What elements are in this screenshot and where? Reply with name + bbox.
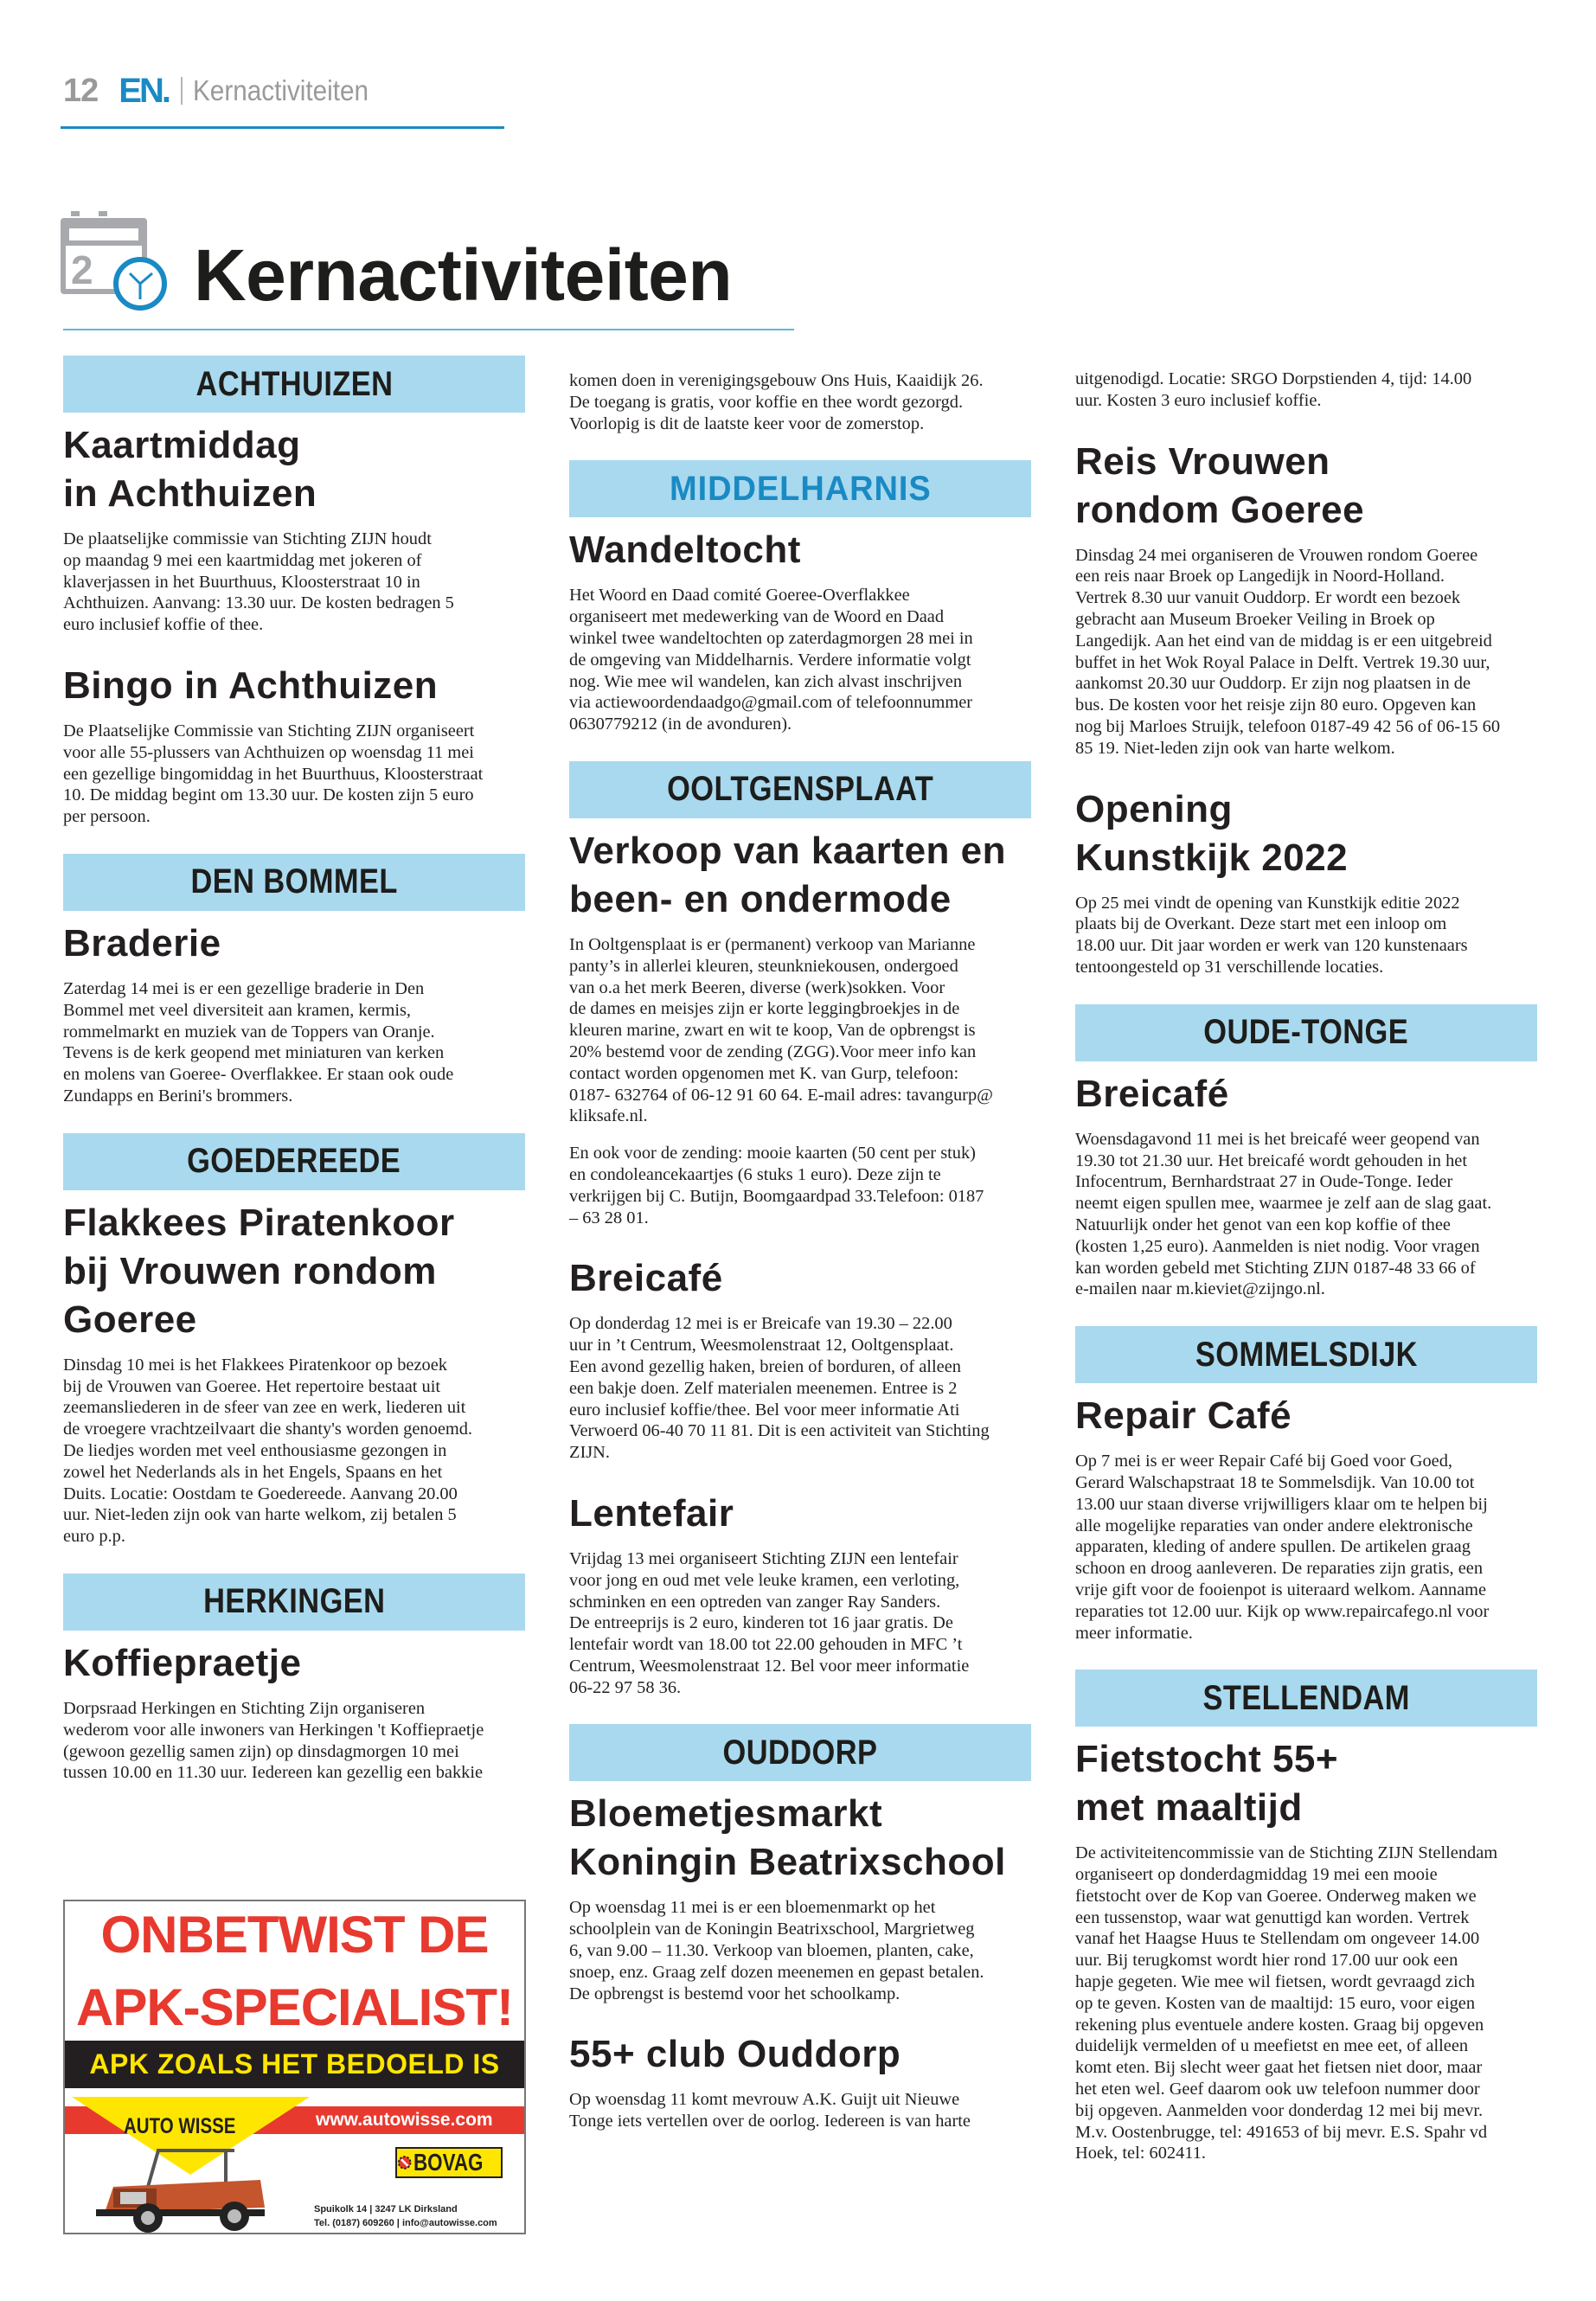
ad-url[interactable]: www.autowisse.com: [316, 2110, 493, 2130]
article-body: Dorpsraad Herkingen en Stichting Zijn or…: [63, 1698, 484, 1783]
article-body: Op woensdag 11 mei is er een bloemenmark…: [569, 1898, 984, 2003]
article-body: De activiteitencommissie van de Stichtin…: [1075, 1843, 1498, 2163]
article-headline: Bingo in Achthuizen: [63, 663, 439, 707]
article-headline: Flakkees Piratenkoor bij Vrouwen rondom …: [63, 1201, 455, 1341]
article-headline: Kaartmiddag in Achthuizen: [63, 424, 317, 515]
ad-tagline: APK ZOALS HET BEDOELD IS: [65, 2041, 524, 2088]
ad-address: Spuikolk 14 | 3247 LK Dirksland: [314, 2204, 458, 2214]
location-banner: SOMMELSDIJK: [1075, 1326, 1537, 1384]
location-banner: ACHTHUIZEN: [63, 356, 525, 413]
page-header: 12 EN. Kernactiviteiten: [63, 71, 388, 111]
location-banner: HERKINGEN: [63, 1573, 525, 1631]
column-1: ACHTHUIZEN Kaartmiddag in Achthuizen De pl…: [63, 356, 525, 1810]
location-banner: DEN BOMMEL: [63, 853, 525, 911]
location-label: MIDDELHARNIS: [669, 469, 932, 508]
bovag-label: BOVAG: [413, 2149, 484, 2176]
header-divider: [180, 77, 183, 105]
article-headline: Opening Kunstkijk 2022: [1075, 787, 1349, 879]
calendar-clock-icon: 2: [61, 211, 167, 311]
bovag-badge: BOVAG: [395, 2147, 503, 2178]
location-label: GOEDEREEDE: [187, 1142, 401, 1181]
svg-text:2: 2: [71, 247, 93, 292]
article-body: Zaterdag 14 mei is er een gezellige brad…: [63, 978, 454, 1106]
column-2: komen doen in verenigingsgebouw Ons Huis…: [569, 370, 1031, 2158]
location-label: SOMMELSDIJK: [1195, 1335, 1418, 1374]
location-label: HERKINGEN: [202, 1582, 386, 1621]
location-label: DEN BOMMEL: [190, 862, 398, 901]
location-banner: MIDDELHARNIS: [569, 460, 1031, 518]
article-body: De Plaatselijke Commissie van Stichting …: [63, 721, 484, 827]
page-number: 12: [63, 72, 99, 109]
article-headline: Breicafé: [1075, 1072, 1229, 1115]
article-body: Vrijdag 13 mei organiseert Stichting ZIJ…: [569, 1548, 970, 1697]
location-label: ACHTHUIZEN: [195, 364, 393, 403]
ad-yellow-triangle: [72, 2097, 310, 2175]
article-body: komen doen in verenigingsgebouw Ons Huis…: [569, 371, 984, 433]
location-banner: GOEDEREEDE: [63, 1132, 525, 1190]
article-headline: Braderie: [63, 921, 221, 965]
article-headline: Repair Café: [1075, 1394, 1292, 1438]
article-body: Het Woord en Daad comité Goeree-Overflak…: [569, 586, 973, 734]
article-headline: Reis Vrouwen rondom Goeree: [1075, 439, 1365, 531]
section-name: Kernactiviteiten: [192, 74, 369, 106]
article-body: In Ooltgensplaat is er (permanent) verko…: [569, 934, 993, 1126]
article-headline: Bloemetjesmarkt Koningin Beatrixschool: [569, 1792, 1006, 1884]
article-headline: Verkoop van kaarten en been- en ondermod…: [569, 829, 1006, 920]
article-body: Op woensdag 11 komt mevrouw A.K. Guijt u…: [569, 2090, 971, 2131]
column-3: uitgenodigd. Locatie: SRGO Dorpstienden …: [1075, 369, 1537, 2190]
advertisement-auto-wisse[interactable]: ONBETWIST DE APK-SPECIALIST! APK ZOALS H…: [63, 1900, 526, 2234]
location-banner: STELLENDAM: [1075, 1670, 1537, 1727]
location-label: OUDE-TONGE: [1203, 1013, 1409, 1052]
location-banner: OUDE-TONGE: [1075, 1003, 1537, 1061]
article-headline: Breicafé: [569, 1257, 723, 1300]
header-rule: [61, 126, 504, 129]
page-title: Kernactiviteiten: [194, 234, 733, 316]
article-headline: Lentefair: [569, 1491, 734, 1535]
location-label: OUDDORP: [722, 1733, 878, 1772]
article-headline: Wandeltocht: [569, 529, 801, 572]
jeep-illustration: [96, 2149, 265, 2233]
location-label: STELLENDAM: [1202, 1678, 1410, 1717]
article-body: Dinsdag 10 mei is het Flakkees Piratenko…: [63, 1355, 473, 1547]
location-label: OOLTGENSPLAAT: [666, 770, 934, 809]
publication-logo: EN.: [119, 71, 171, 110]
article-headline: 55+ club Ouddorp: [569, 2033, 901, 2076]
article-headline: Koffiepraetje: [63, 1641, 302, 1684]
article-body: Op 7 mei is er weer Repair Café bij Goed…: [1075, 1452, 1490, 1643]
location-banner: OUDDORP: [569, 1724, 1031, 1782]
ad-headline-2: APK-SPECIALIST!: [75, 1978, 514, 2036]
ad-brand-name: AUTO WISSE: [124, 2114, 236, 2138]
article-body: uitgenodigd. Locatie: SRGO Dorpstienden …: [1075, 369, 1472, 410]
article-body: En ook voor de zending: mooie kaarten (5…: [569, 1144, 984, 1227]
location-banner: OOLTGENSPLAAT: [569, 760, 1031, 818]
article-body: Woensdagavond 11 mei is het breicafé wee…: [1075, 1129, 1492, 1299]
article-body: Op donderdag 12 mei is er Breicafe van 1…: [569, 1314, 990, 1463]
article-body: Dinsdag 24 mei organiseren de Vrouwen ro…: [1075, 545, 1501, 758]
article-headline: Fietstocht 55+ met maaltijd: [1075, 1738, 1339, 1830]
article-body: De plaatselijke commissie van Stichting …: [63, 529, 454, 635]
gear-wrench-icon: [397, 2156, 412, 2170]
title-rule: [63, 329, 794, 330]
article-body: Op 25 mei vindt de opening van Kunstkijk…: [1075, 893, 1468, 977]
ad-contact[interactable]: Tel. (0187) 609260 | info@autowisse.com: [314, 2218, 497, 2228]
ad-headline-1: ONBETWIST DE: [100, 1906, 490, 1964]
